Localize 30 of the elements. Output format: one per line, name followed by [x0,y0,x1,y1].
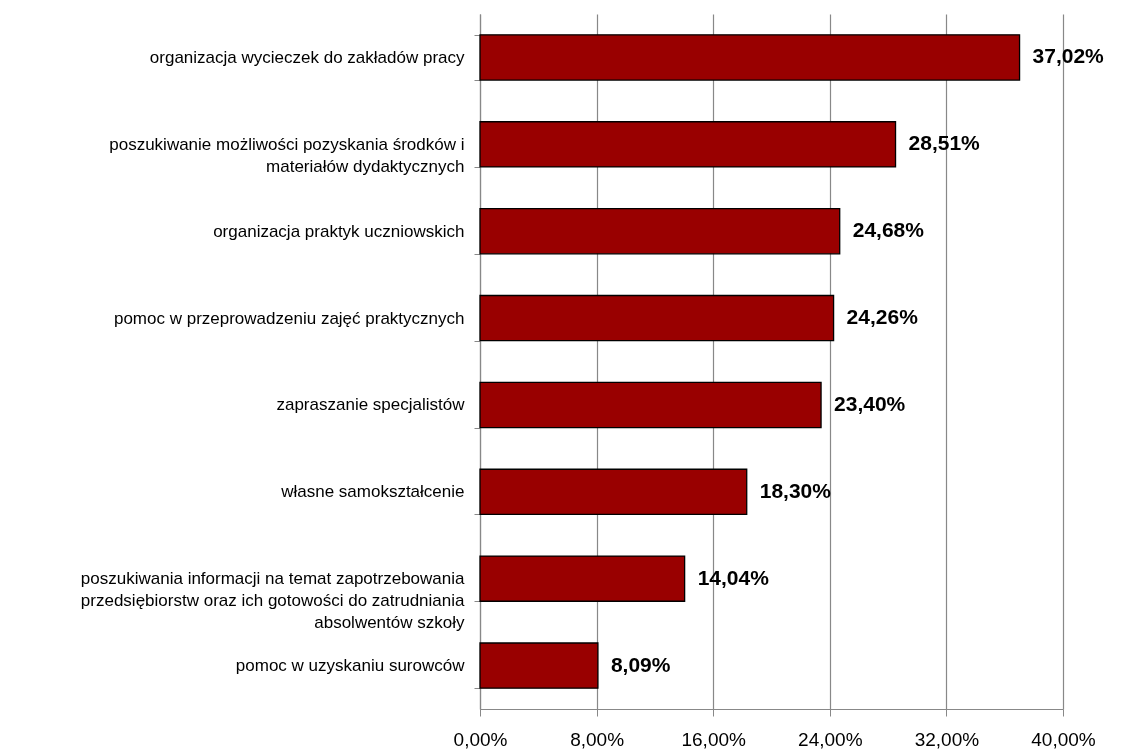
y-tick-label: zapraszanie specjalistów [276,395,466,415]
x-tick-label: 16,00% [681,728,747,750]
y-tick-label: pomoc w uzyskaniu surowców [235,656,466,676]
bar [479,207,841,255]
data-label: 14,04% [697,565,770,589]
bar [479,555,686,602]
x-tick-label: 0,00% [453,728,508,750]
data-label: 37,02% [1032,44,1105,68]
bar [479,294,835,342]
bar [479,642,599,689]
y-tick-label: organizacja wycieczek do zakładów pracy [149,47,465,67]
data-label: 24,26% [846,305,919,329]
data-label: 24,68% [852,218,925,242]
data-label: 8,09% [610,652,671,676]
y-tick-label: pomoc w przeprowadzeniu zajęć praktycznych [113,308,465,328]
data-label: 23,40% [834,391,906,415]
data-label: 28,51% [908,131,981,155]
data-label: 18,30% [759,478,832,502]
y-tick-label: organizacja praktyk uczniowskich [213,221,465,241]
y-tick-label: poszukiwanie możliwości pozyskania środków i materiałów dydaktycznych [109,134,465,176]
bar [479,468,748,516]
bar [479,121,897,168]
y-tick-label: poszukiwania informacji na temat zapotrzebowania przedsiębiorstw oraz ich gotowości do zatrudniania absolwentów szkoły [80,569,466,633]
bar [479,34,1021,81]
x-tick-label: 32,00% [914,728,980,750]
bar [479,381,822,429]
x-tick-label: 8,00% [570,728,625,750]
y-tick-label: własne samokształcenie [280,482,465,502]
x-tick-label: 40,00% [1031,728,1096,750]
x-tick-label: 24,00% [798,728,863,750]
